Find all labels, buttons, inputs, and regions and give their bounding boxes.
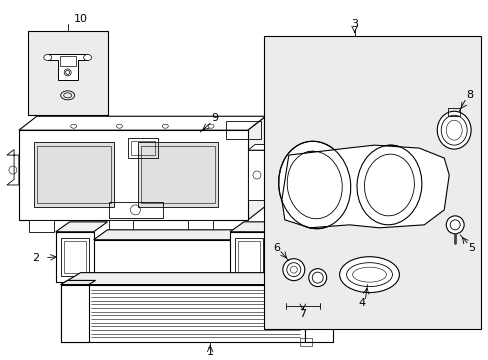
Polygon shape [61,280,95,285]
Polygon shape [93,230,244,240]
Bar [108,202,163,218]
Polygon shape [247,150,265,200]
Polygon shape [7,149,19,185]
Bar [235,238,263,276]
Ellipse shape [416,151,425,159]
Ellipse shape [44,54,52,60]
Polygon shape [19,130,247,220]
Text: 3: 3 [350,19,357,28]
Polygon shape [29,220,54,232]
Bar [37,146,110,203]
Text: 8: 8 [466,90,473,100]
Polygon shape [188,220,213,232]
Polygon shape [229,232,267,282]
Polygon shape [304,285,332,342]
Text: 6: 6 [273,243,280,253]
Polygon shape [56,232,93,282]
Bar [34,142,113,207]
Polygon shape [93,274,229,282]
Text: 10: 10 [74,14,87,24]
Bar [60,57,76,67]
Polygon shape [281,145,448,228]
Polygon shape [56,222,107,232]
Bar [447,108,459,116]
Ellipse shape [278,141,350,229]
Polygon shape [229,222,281,232]
Ellipse shape [339,257,399,293]
Bar [264,36,480,329]
Text: 5: 5 [468,243,475,253]
Text: 2: 2 [32,253,40,263]
Bar [141,146,215,203]
Polygon shape [247,116,265,220]
Polygon shape [247,144,272,150]
Ellipse shape [83,54,91,60]
Bar [131,141,155,155]
Ellipse shape [308,269,326,287]
Bar [128,138,158,158]
Text: 4: 4 [357,297,365,307]
Bar [225,121,261,139]
Ellipse shape [446,216,463,234]
Polygon shape [61,285,304,342]
Bar [238,241,260,273]
Bar [61,238,88,276]
Bar [299,338,311,346]
Text: 9: 9 [211,113,218,123]
Polygon shape [108,220,133,232]
Ellipse shape [282,259,304,280]
Polygon shape [61,273,324,285]
Polygon shape [61,285,88,342]
Ellipse shape [436,111,470,149]
Ellipse shape [356,145,421,225]
Text: 1: 1 [206,347,213,357]
Polygon shape [48,54,87,80]
Bar [138,142,218,207]
Bar [63,241,85,273]
Polygon shape [19,116,265,130]
Text: 7: 7 [299,310,305,319]
Polygon shape [304,273,324,342]
Polygon shape [267,222,281,282]
Bar [28,31,107,115]
